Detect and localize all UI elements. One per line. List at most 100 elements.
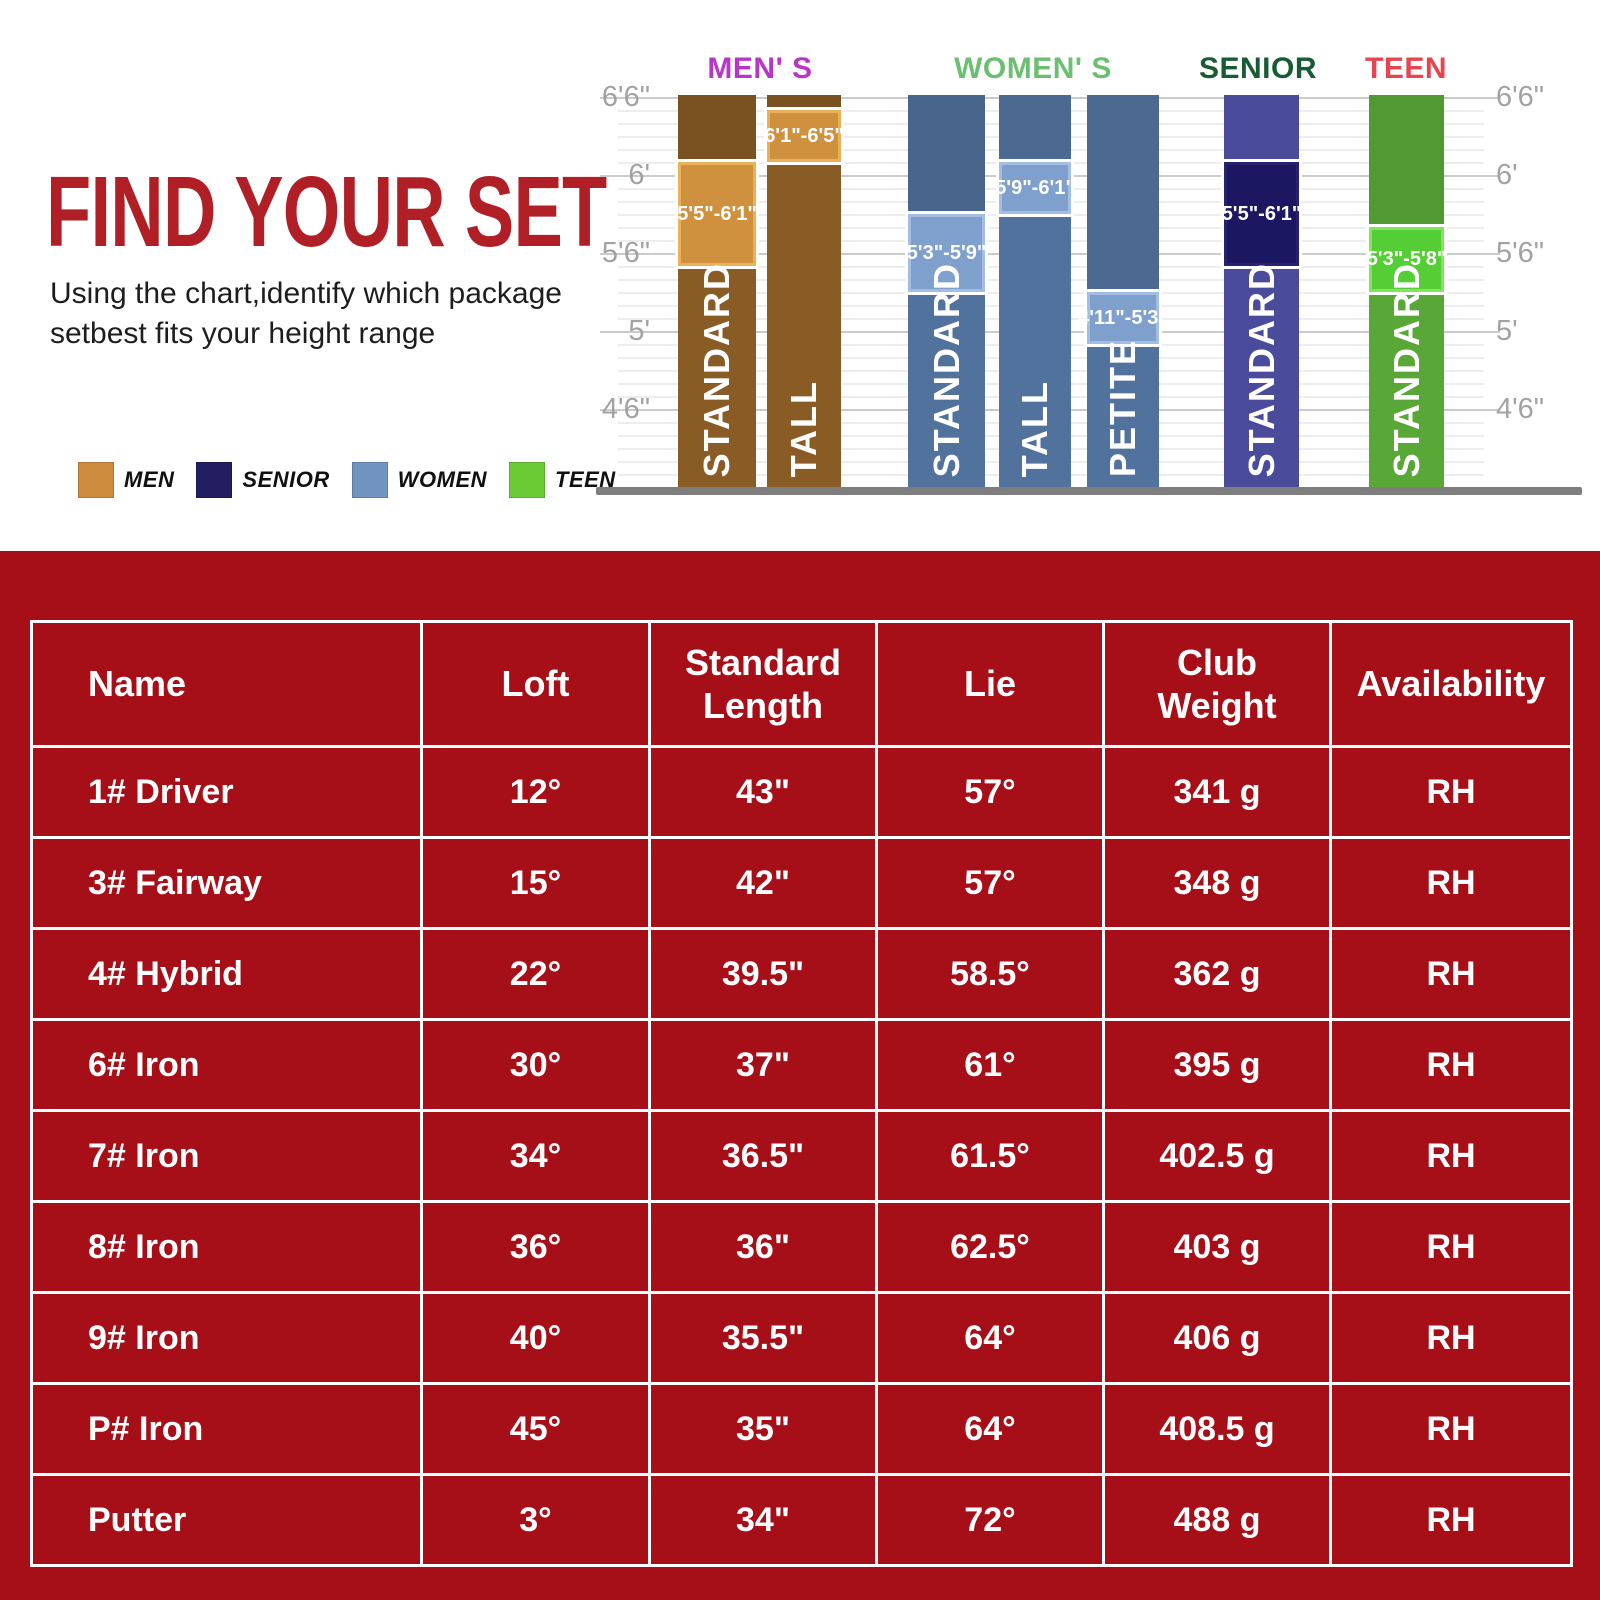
bar-cap — [999, 95, 1071, 162]
header-lie: Lie — [875, 620, 1105, 748]
group-label-mens: MEN' S — [707, 52, 813, 85]
bar-cap — [678, 95, 756, 162]
cell-name: P# Iron — [30, 1382, 423, 1476]
bar-women-tall: 5'9"-6'1" TALL — [995, 95, 1075, 487]
cell-length: 35.5" — [648, 1291, 878, 1385]
cell-weight: 406 g — [1102, 1291, 1332, 1385]
axis-tick-left-5ft: 5' — [628, 315, 650, 347]
cell-loft: 12° — [420, 745, 651, 839]
cell-lie: 62.5° — [875, 1200, 1105, 1294]
table-row-driver: 1# Driver 12° 43" 57° 341 g RH — [30, 745, 1573, 839]
height-range-women-petite: 4'11"-5'3" — [1078, 292, 1168, 344]
legend-label-senior: SENIOR — [242, 467, 330, 492]
cell-weight: 362 g — [1102, 927, 1332, 1021]
bar-cap — [908, 95, 985, 214]
spec-header-row: Name Loft Standard Length Lie Club Weigh… — [30, 620, 1573, 748]
table-row-8-iron: 8# Iron 36° 36" 62.5° 403 g RH — [30, 1200, 1573, 1294]
bar-women-standard: 5'3"-5'9" STANDARD — [907, 95, 986, 487]
table-row-hybrid: 4# Hybrid 22° 39.5" 58.5° 362 g RH — [30, 927, 1573, 1021]
table-row-7-iron: 7# Iron 34° 36.5" 61.5° 402.5 g RH — [30, 1109, 1573, 1203]
cell-name: 1# Driver — [30, 745, 423, 839]
height-range-teen-standard: 5'3"-5'8" — [1367, 227, 1446, 292]
cell-availability: RH — [1329, 1018, 1573, 1112]
axis-tick-right-5ft6: 5'6" — [1496, 237, 1545, 269]
cell-availability: RH — [1329, 1200, 1573, 1294]
cell-availability: RH — [1329, 1291, 1573, 1385]
cell-lie: 57° — [875, 836, 1105, 930]
cell-weight: 402.5 g — [1102, 1109, 1332, 1203]
cell-name: 8# Iron — [30, 1200, 423, 1294]
cell-availability: RH — [1329, 1382, 1573, 1476]
group-label-womens: WOMEN' S — [954, 52, 1112, 85]
cell-length: 39.5" — [648, 927, 878, 1021]
cell-name: 9# Iron — [30, 1291, 423, 1385]
cell-availability: RH — [1329, 836, 1573, 930]
page-subtitle: Using the chart,identify which package s… — [50, 277, 562, 350]
bar-senior-standard: 5'5"-6'1" STANDARD — [1222, 95, 1301, 487]
group-label-teen: TEEN — [1364, 52, 1448, 85]
axis-tick-left-6ft: 6' — [628, 159, 650, 191]
table-row-6-iron: 6# Iron 30° 37" 61° 395 g RH — [30, 1018, 1573, 1112]
cell-lie: 64° — [875, 1382, 1105, 1476]
cell-loft: 3° — [420, 1473, 651, 1567]
table-row-9-iron: 9# Iron 40° 35.5" 64° 406 g RH — [30, 1291, 1573, 1385]
group-label-senior: SENIOR — [1198, 52, 1318, 85]
cell-loft: 40° — [420, 1291, 651, 1385]
legend-label-women: WOMEN — [397, 467, 488, 492]
cell-availability: RH — [1329, 1473, 1573, 1567]
axis-tick-left-5ft6: 5'6" — [601, 237, 650, 269]
cell-weight: 348 g — [1102, 836, 1332, 930]
cell-lie: 61.5° — [875, 1109, 1105, 1203]
header-name: Name — [30, 620, 423, 748]
legend-item-men: MEN — [78, 462, 174, 498]
axis-tick-left-4ft6: 4'6" — [601, 393, 650, 425]
axis-tick-right-4ft6: 4'6" — [1496, 393, 1545, 425]
cell-loft: 15° — [420, 836, 651, 930]
axis-tick-right-5ft: 5' — [1496, 315, 1518, 347]
bar-cap — [767, 95, 841, 110]
cell-loft: 36° — [420, 1200, 651, 1294]
header-loft: Loft — [420, 620, 651, 748]
height-range-women-tall: 5'9"-6'1" — [995, 162, 1075, 214]
axis-tick-right-6ft6: 6'6" — [1496, 81, 1545, 113]
cell-weight: 395 g — [1102, 1018, 1332, 1112]
bar-men-tall: 6'1"-6'5" TALL — [764, 95, 844, 487]
table-row-p-iron: P# Iron 45° 35" 64° 408.5 g RH — [30, 1382, 1573, 1476]
height-range-women-standard: 5'3"-5'9" — [907, 214, 986, 292]
cell-lie: 57° — [875, 745, 1105, 839]
fit-label-women-petite: PETITE — [1102, 338, 1143, 477]
height-range-men-tall: 6'1"-6'5" — [764, 110, 844, 162]
legend-swatch-men — [78, 462, 114, 498]
legend-swatch-senior — [196, 462, 233, 498]
cell-loft: 45° — [420, 1382, 651, 1476]
cell-weight: 341 g — [1102, 745, 1332, 839]
cell-loft: 34° — [420, 1109, 651, 1203]
cell-name: Putter — [30, 1473, 423, 1567]
bar-men-standard: 5'5"-6'1" STANDARD — [677, 95, 757, 487]
legend-swatch-women — [351, 462, 388, 498]
cell-loft: 30° — [420, 1018, 651, 1112]
cell-loft: 22° — [420, 927, 651, 1021]
legend-item-senior: SENIOR — [196, 462, 329, 498]
height-range-men-standard: 5'5"-6'1" — [677, 162, 757, 266]
spec-table: Name Loft Standard Length Lie Club Weigh… — [30, 620, 1573, 1567]
legend-item-teen: TEEN — [509, 462, 616, 498]
fit-label-teen-standard: STANDARD — [1385, 261, 1427, 477]
table-row-putter: Putter 3° 34" 72° 488 g RH — [30, 1473, 1573, 1567]
axis-tick-left-6ft6: 6'6" — [601, 81, 650, 113]
legend: MEN SENIOR WOMEN TEEN — [78, 462, 638, 498]
axis-tick-right-6ft: 6' — [1496, 159, 1518, 191]
cell-name: 7# Iron — [30, 1109, 423, 1203]
page-title: FIND YOUR SET — [46, 156, 607, 268]
header-availability: Availability — [1329, 620, 1573, 748]
cell-length: 35" — [648, 1382, 878, 1476]
header-club-weight: Club Weight — [1102, 620, 1332, 748]
cell-availability: RH — [1329, 927, 1573, 1021]
cell-weight: 488 g — [1102, 1473, 1332, 1567]
fit-label-men-standard: STANDARD — [696, 261, 737, 477]
cell-name: 3# Fairway — [30, 836, 423, 930]
table-row-fairway: 3# Fairway 15° 42" 57° 348 g RH — [30, 836, 1573, 930]
cell-length: 36" — [648, 1200, 878, 1294]
cell-lie: 58.5° — [875, 927, 1105, 1021]
cell-weight: 408.5 g — [1102, 1382, 1332, 1476]
